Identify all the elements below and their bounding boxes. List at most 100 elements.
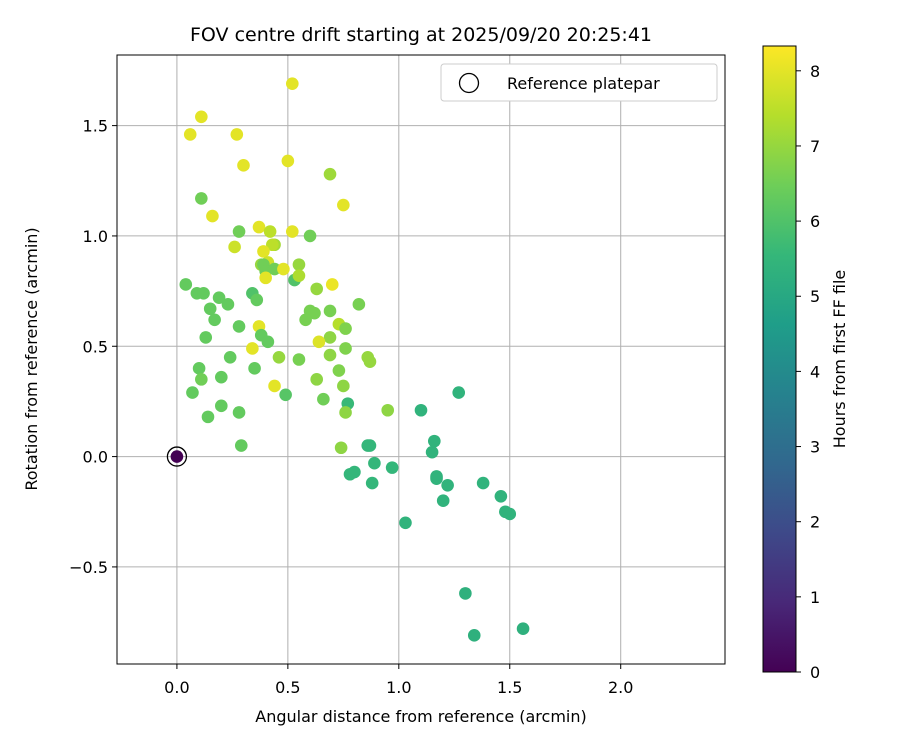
data-point [428,434,441,448]
data-point [292,353,306,366]
data-point [221,298,235,311]
data-point [425,445,439,459]
data-point [467,629,481,642]
colorbar-label: Hours from first FF file [830,270,849,449]
data-point [292,269,306,282]
colorbar-tick-label: 5 [810,287,820,306]
x-tick-label: 1.0 [386,678,411,697]
data-point [343,467,357,481]
data-point [268,379,281,393]
colorbar-tick-label: 1 [810,588,820,607]
colorbar-tick-label: 6 [810,212,820,231]
data-point [201,410,215,424]
y-axis-ticks: −0.5 0.0 0.5 1.0 1.5 [69,117,117,577]
data-point [232,320,246,333]
data-point [234,439,248,452]
data-point [430,472,443,485]
data-point [292,258,306,271]
data-point [332,364,346,377]
data-point [203,302,217,316]
data-point [248,362,261,375]
y-tick-label: 0.5 [83,337,108,356]
data-point [516,622,530,635]
colorbar-tick-label: 8 [810,62,820,81]
data-point [277,262,290,276]
data-point [299,313,312,327]
data-point [279,388,292,402]
chart-title: FOV centre drift starting at 2025/09/20 … [190,24,652,46]
data-point [268,262,281,276]
data-point [399,516,412,530]
data-point [337,379,350,393]
data-point [192,362,206,375]
y-tick-label: 1.0 [83,227,108,246]
data-point [441,478,454,492]
y-tick-label: 1.5 [83,117,108,136]
x-axis-label: Angular distance from reference (arcmin) [255,707,586,726]
data-point [323,167,337,181]
data-point [281,154,295,168]
data-point [285,77,299,90]
reference-marker-group [166,446,188,467]
data-point [365,476,379,490]
data-point [186,386,199,399]
data-point [263,225,277,238]
plot-area [117,55,725,664]
data-point [323,348,337,362]
legend-label: Reference platepar [507,74,660,93]
data-point [339,342,352,355]
y-tick-label: 0.0 [83,448,108,467]
plot-frame [116,54,726,665]
data-point [317,392,330,406]
colorbar-bar [762,45,797,673]
data-point [476,476,490,490]
colorbar-tick-label: 4 [810,362,820,381]
data-point [272,350,286,364]
data-point [261,335,275,349]
data-point [285,225,299,238]
data-point [452,386,466,399]
colorbar-tick-label: 3 [810,438,820,457]
colorbar-ticks: 0 1 2 3 4 5 6 7 8 [796,62,820,682]
data-point [494,490,508,503]
data-point [499,505,512,519]
data-point [310,373,324,386]
data-point [183,128,197,141]
data-point [368,456,381,470]
data-point [259,271,272,285]
x-tick-label: 0.0 [164,678,189,697]
data-point [195,110,208,124]
x-tick-label: 2.0 [608,678,633,697]
data-point [179,278,193,291]
data-point [323,331,337,344]
data-point [310,282,324,296]
data-point [214,370,228,384]
data-point [337,198,350,212]
data-point [361,439,375,452]
data-point [323,304,337,318]
data-points [179,77,530,642]
colorbar-tick-label: 7 [810,137,820,156]
data-point [230,128,244,141]
data-point [208,313,221,327]
data-point [436,494,450,508]
data-point [325,278,339,291]
data-point [197,287,210,300]
data-point [385,461,399,474]
data-point [257,245,270,258]
y-tick-label: −0.5 [69,558,108,577]
data-point [206,209,219,223]
colorbar-tick-label: 2 [810,513,820,532]
data-point [303,229,317,243]
data-point [266,238,279,252]
data-point [339,406,352,419]
colorbar: 0 1 2 3 4 5 6 7 8 Hours from first FF file [762,45,849,682]
data-point [195,192,208,205]
legend-box [440,63,718,102]
data-point [363,355,377,369]
data-point [250,293,264,307]
data-point [237,159,250,172]
data-point [199,331,213,344]
data-point [339,322,352,335]
x-tick-label: 0.5 [275,678,300,697]
